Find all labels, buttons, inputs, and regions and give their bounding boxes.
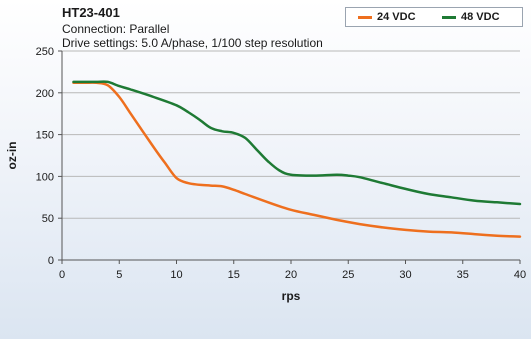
y-tick-label-100: 100 <box>36 171 54 183</box>
x-tick-label-0: 0 <box>59 269 65 281</box>
y-tick-label-200: 200 <box>36 88 54 100</box>
legend: 24 VDC 48 VDC <box>345 7 523 27</box>
y-axis-label: oz-in <box>5 142 19 170</box>
x-tick-label-35: 35 <box>457 269 469 281</box>
grid-lines <box>62 50 520 219</box>
legend-label-48vdc: 48 VDC <box>461 11 500 23</box>
x-tick-label-10: 10 <box>170 269 182 281</box>
legend-swatch-24vdc <box>358 15 372 19</box>
legend-swatch-48vdc <box>442 15 456 19</box>
y-tick-label-250: 250 <box>36 46 54 58</box>
chart-subtitle-drive-settings: Drive settings: 5.0 A/phase, 1/100 step … <box>62 36 323 50</box>
legend-item-24vdc: 24 VDC <box>358 11 416 23</box>
x-tick-label-30: 30 <box>399 269 411 281</box>
x-tick-label-20: 20 <box>285 269 297 281</box>
legend-label-24vdc: 24 VDC <box>377 11 416 23</box>
chart-title: HT23-401 <box>62 5 120 20</box>
series-line-24-vdc <box>72 81 522 238</box>
x-tick-label-15: 15 <box>228 269 240 281</box>
x-tick-label-5: 5 <box>116 269 122 281</box>
tick-labels: 0 50 100 150 200 250 0 5 10 15 20 25 30 35 40 <box>36 46 526 281</box>
axes <box>58 50 521 264</box>
y-tick-label-50: 50 <box>42 213 54 225</box>
x-tick-label-40: 40 <box>514 269 526 281</box>
chart-subtitle-connection: Connection: Parallel <box>62 22 170 36</box>
x-tick-label-25: 25 <box>342 269 354 281</box>
x-axis-label: rps <box>282 289 301 303</box>
series-line-48-vdc <box>72 80 522 206</box>
series-lines <box>72 80 522 238</box>
y-tick-label-150: 150 <box>36 130 54 142</box>
y-tick-label-0: 0 <box>48 255 54 267</box>
legend-item-48vdc: 48 VDC <box>442 11 500 23</box>
